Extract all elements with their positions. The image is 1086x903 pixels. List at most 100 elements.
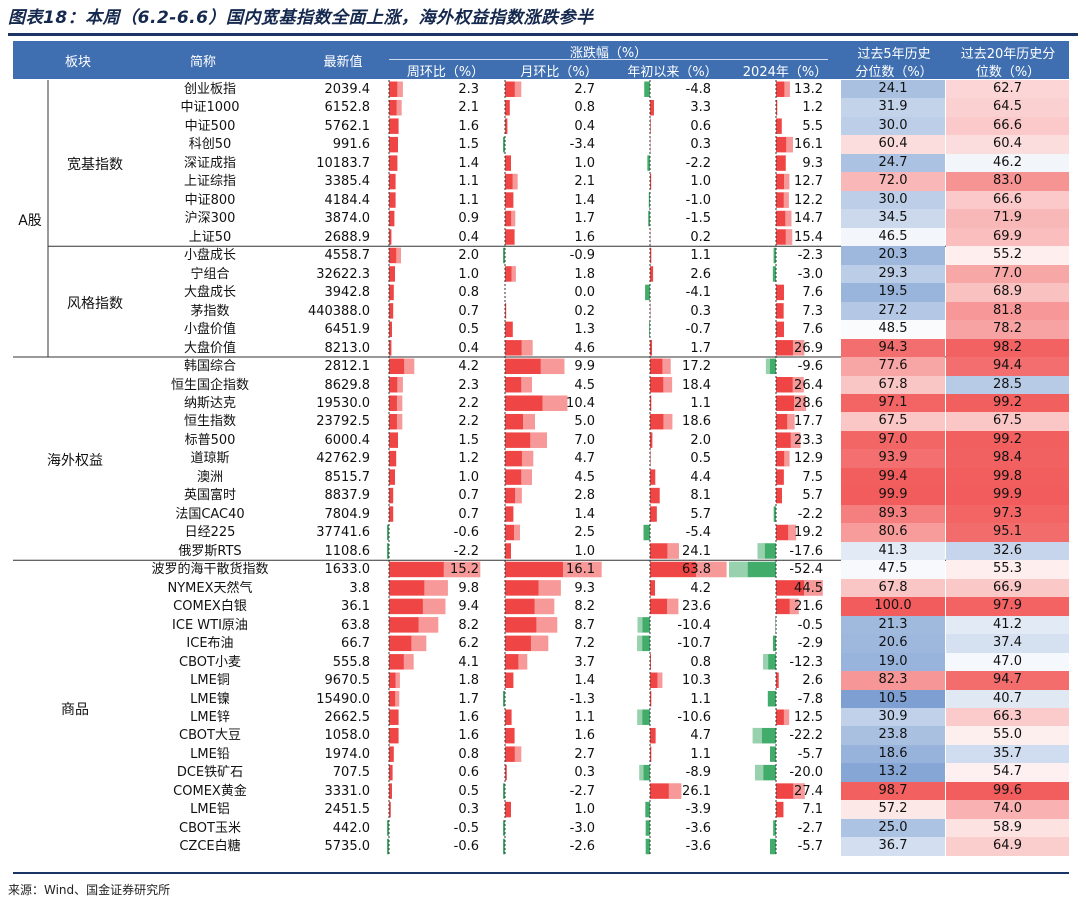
bar-y2024	[776, 303, 784, 319]
pct20-cell: 67.5	[946, 412, 1069, 431]
row-latest: 1974.0	[324, 746, 371, 762]
bar-y2024-fade	[792, 340, 805, 356]
row-latest: 991.6	[332, 137, 370, 153]
bar-weekly-fade	[411, 635, 427, 652]
table-bottom-line	[13, 872, 1069, 874]
row-latest: 440388.0	[307, 303, 370, 319]
bar-ytd	[650, 99, 654, 116]
pct20-cell: 46.2	[946, 153, 1069, 173]
row-latest: 6152.8	[324, 100, 371, 116]
bar-monthly	[505, 358, 565, 375]
pct5-cell: 29.3	[841, 264, 945, 284]
bar-weekly	[389, 635, 427, 652]
header-pct20-line1: 过去20年历史分	[960, 47, 1056, 62]
pct20-cell: 98.4	[946, 449, 1069, 468]
header-separator	[389, 59, 828, 60]
pct5-cell: 19.5	[841, 283, 945, 302]
bar-weekly	[389, 358, 415, 375]
bar-y2024	[776, 81, 790, 97]
value-y2024: 12.7	[794, 174, 823, 190]
bar-monthly	[503, 838, 505, 855]
row-latest: 7804.9	[324, 506, 371, 522]
row-name: LME铅	[190, 746, 230, 762]
pct20-cell: 47.0	[946, 652, 1069, 672]
bar-ytd-fade	[637, 617, 643, 633]
value-ytd: 4.7	[690, 728, 711, 744]
row-name: 日经225	[184, 525, 236, 541]
value-monthly: 1.4	[574, 673, 595, 689]
value-monthly: 0.8	[574, 100, 595, 116]
value-weekly: 0.3	[458, 802, 479, 818]
bar-y2024-fade	[763, 654, 769, 670]
bar-weekly	[389, 377, 403, 393]
value-monthly: -2.7	[569, 783, 595, 799]
bar-y2024	[776, 709, 790, 725]
bar-monthly	[505, 432, 547, 448]
value-monthly: -0.9	[569, 248, 595, 264]
value-monthly: 2.7	[574, 746, 595, 762]
source-note: 来源：Wind、国金证券研究所	[8, 883, 171, 897]
bar-monthly	[505, 340, 533, 356]
value-ytd: -0.7	[685, 322, 711, 338]
row-latest: 555.8	[332, 654, 370, 670]
pct5-cell: 67.8	[841, 375, 945, 394]
bar-monthly	[505, 561, 602, 578]
bar-ytd	[637, 709, 650, 725]
bar-y2024-fade	[793, 783, 805, 799]
value-weekly: 2.0	[458, 248, 479, 264]
value-monthly: 0.4	[574, 118, 595, 134]
value-weekly: 1.6	[458, 728, 479, 744]
pct5-cell: 100.0	[841, 597, 945, 616]
value-monthly: 2.5	[574, 525, 595, 541]
bar-ytd	[650, 450, 651, 467]
bar-weekly	[389, 598, 446, 615]
pct5-cell: 41.3	[841, 541, 945, 561]
value-y2024: 7.3	[802, 303, 823, 319]
value-weekly: 9.8	[458, 580, 479, 596]
bar-ytd	[637, 635, 650, 652]
row-latest: 2662.5	[324, 709, 371, 725]
bar-ytd-fade	[663, 413, 673, 430]
value-weekly: 1.7	[458, 691, 479, 707]
bar-weekly	[389, 691, 400, 707]
bar-y2024-fade	[755, 764, 764, 781]
bar-ytd-fade	[637, 709, 643, 725]
pct5-cell: 46.5	[841, 227, 945, 247]
value-ytd: 24.1	[682, 543, 711, 559]
pct5-cell: 34.5	[841, 209, 945, 228]
row-latest: 4558.7	[324, 248, 371, 264]
value-y2024: -9.6	[797, 359, 823, 375]
pct5-cell: 25.0	[841, 818, 945, 838]
bar-y2024	[776, 210, 792, 227]
bar-weekly	[389, 654, 414, 670]
bar-y2024-fade	[784, 450, 790, 467]
row-latest: 3385.4	[324, 174, 371, 190]
value-ytd: 4.2	[690, 580, 711, 596]
value-ytd: 63.8	[682, 562, 711, 578]
value-weekly: 0.7	[458, 488, 479, 504]
bar-weekly	[389, 783, 392, 799]
pct20-cell: 97.9	[946, 597, 1069, 616]
value-weekly: 1.5	[458, 432, 479, 448]
pct20-cell: 66.9	[946, 578, 1069, 598]
bar-monthly	[503, 691, 505, 707]
row-name: ICE WTI原油	[172, 617, 248, 633]
row-name: 中证500	[184, 118, 236, 134]
value-ytd: 1.1	[690, 395, 711, 411]
bar-monthly-fade	[521, 377, 532, 393]
row-latest: 19530.0	[316, 395, 370, 411]
pct5-cell: 24.7	[841, 153, 945, 173]
bar-weekly-fade	[397, 81, 403, 97]
bar-weekly	[389, 321, 392, 338]
value-y2024: -17.6	[789, 543, 823, 559]
row-name: 科创50	[188, 137, 232, 153]
value-monthly: 9.3	[574, 580, 595, 596]
value-ytd: 1.7	[690, 340, 711, 356]
value-monthly: 7.0	[574, 432, 595, 448]
bar-y2024-fade	[785, 229, 793, 245]
pct20-cell: 66.6	[946, 190, 1069, 210]
bar-weekly-fade	[403, 654, 414, 670]
value-monthly: 7.2	[574, 636, 595, 652]
value-weekly: 0.4	[458, 229, 479, 245]
value-monthly: 1.8	[574, 266, 595, 282]
